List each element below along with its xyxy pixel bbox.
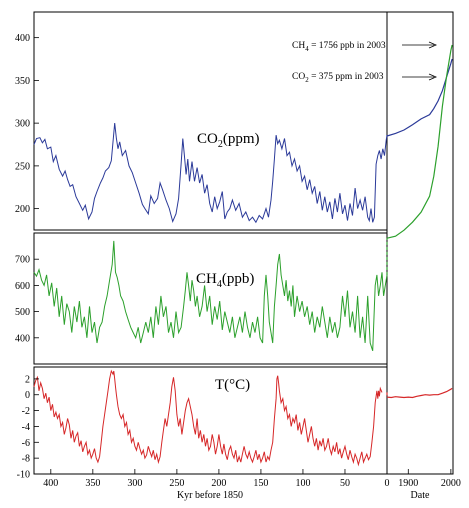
- x-axis-label: Kyr before 1850: [177, 490, 243, 501]
- ch4-label-sub: 4: [217, 279, 222, 290]
- temp-panel-label: T(°C): [215, 377, 250, 393]
- date-tick-label: 1900: [398, 478, 418, 489]
- ch4-series-line: [33, 240, 388, 352]
- x-tick-label: 250: [169, 478, 184, 489]
- ch4-y-tick-label: 700: [15, 255, 30, 266]
- co2-y-tick-label: 250: [15, 161, 30, 172]
- x-tick-label: 400: [43, 478, 58, 489]
- temp-modern-series-line: [386, 387, 453, 399]
- ch4-panel-frame: [33, 232, 388, 365]
- co2-y-tick-label: 200: [15, 204, 30, 215]
- co2-y-tick-label: 300: [15, 119, 30, 130]
- x-tick-label: 300: [127, 478, 142, 489]
- temp-y-tick-label: 0: [25, 390, 30, 401]
- ch4-anno-main: CH: [292, 41, 305, 51]
- co2-anno-main: CO: [292, 72, 305, 82]
- main-panels: [33, 11, 454, 475]
- ch4-modern-series-line: [386, 44, 453, 239]
- ch4-y-tick-label: 600: [15, 281, 30, 292]
- ch4-label-tail: (ppb): [222, 271, 255, 287]
- co2-label-tail: (ppm): [223, 131, 260, 147]
- temp-y-tick-label: 2: [25, 374, 30, 385]
- co2-anno-tail: = 375 ppm in 2003: [309, 72, 384, 82]
- ch4-annotation: CH4 = 1756 ppb in 2003: [292, 41, 386, 53]
- x-tick-label: 200: [211, 478, 226, 489]
- ch4-panel-label: CH4(ppb): [196, 271, 254, 290]
- co2-y-tick-label: 400: [15, 33, 30, 44]
- temp-y-tick-label: -8: [22, 454, 30, 465]
- date-tick-label: 2000: [441, 478, 461, 489]
- temp-panel-frame: [33, 366, 388, 475]
- temp-y-tick-label: -6: [22, 438, 30, 449]
- ch4-anno-sub: 4: [305, 45, 309, 53]
- temp-y-tick-label: -4: [22, 422, 30, 433]
- ticks-layer: 400 350 300 250 200 150 100 50 0 1900 200020025030…: [15, 33, 461, 489]
- co2-annotation-arrowhead: [428, 73, 438, 81]
- ch4-y-tick-label: 500: [15, 307, 30, 318]
- x-tick-label: 350: [85, 478, 100, 489]
- date-axis-frame: [386, 11, 454, 475]
- co2-label-sub: 2: [218, 139, 223, 150]
- temp-y-tick-label: -10: [17, 470, 30, 481]
- x-tick-label: 150: [253, 478, 268, 489]
- x-tick-label: 100: [295, 478, 310, 489]
- co2-modern-series-line: [386, 58, 453, 137]
- co2-panel-label: CO2(ppm): [197, 131, 260, 150]
- co2-series-line: [33, 123, 388, 224]
- ch4-annotation-arrowhead: [428, 41, 438, 49]
- ch4-y-tick-label: 400: [15, 333, 30, 344]
- ch4-anno-tail: = 1756 ppb in 2003: [309, 41, 386, 51]
- co2-anno-sub: 2: [305, 76, 309, 84]
- x-tick-label: 50: [340, 478, 350, 489]
- temp-y-tick-label: -2: [22, 406, 30, 417]
- x-tick-label: 0: [385, 478, 390, 489]
- ch4-label-main: CH: [196, 271, 217, 287]
- series-layer: [33, 44, 453, 467]
- co2-annotation: CO2 = 375 ppm in 2003: [292, 72, 384, 84]
- date-axis-label: Date: [411, 490, 430, 501]
- temp-series-line: [33, 369, 383, 467]
- co2-label-main: CO: [197, 131, 218, 147]
- co2-y-tick-label: 350: [15, 76, 30, 87]
